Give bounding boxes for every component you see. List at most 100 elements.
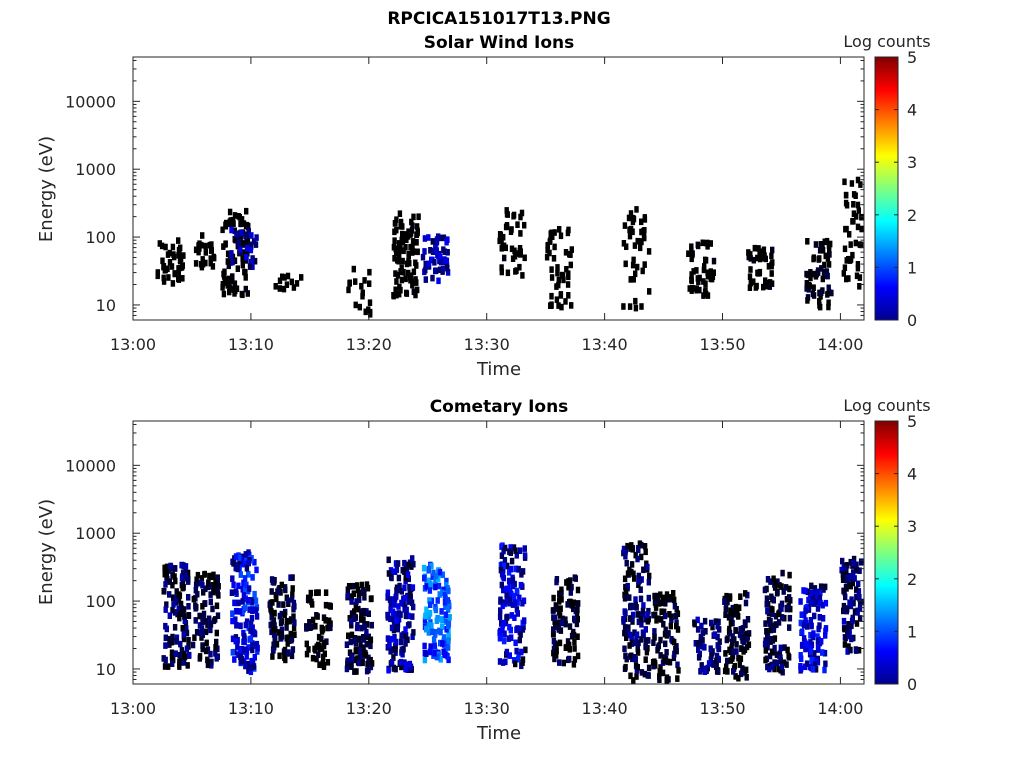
heatmap-cell (748, 255, 753, 262)
heatmap-cell (252, 630, 258, 638)
heatmap-cell (631, 276, 636, 283)
heatmap-cell (819, 289, 824, 296)
heatmap-cell (237, 554, 242, 562)
heatmap-cell (391, 243, 397, 251)
heatmap-cell (571, 628, 576, 636)
heatmap-cell (192, 634, 197, 641)
heatmap-cell (361, 607, 366, 615)
heatmap-cell (269, 613, 274, 621)
heatmap-cell (176, 597, 182, 604)
heatmap-cell (176, 605, 181, 613)
heatmap-cell (441, 246, 446, 253)
heatmap-cell (231, 216, 236, 224)
heatmap-cell (769, 648, 775, 656)
heatmap-cell (551, 645, 557, 653)
heatmap-cell (522, 617, 527, 624)
heatmap-cell (307, 619, 312, 626)
heatmap-cell (398, 286, 403, 294)
heatmap-cell (346, 632, 351, 640)
heatmap-cell (728, 619, 734, 627)
heatmap-cell (200, 603, 205, 610)
heatmap-cell (280, 273, 285, 281)
x-tick-label: 13:40 (582, 699, 628, 718)
heatmap-cell (433, 583, 438, 591)
heatmap-cell (398, 268, 403, 275)
heatmap-cell (634, 634, 639, 642)
heatmap-cell (764, 601, 769, 608)
heatmap-cell (806, 281, 812, 289)
heatmap-cell (422, 656, 428, 664)
heatmap-cell (646, 578, 651, 586)
heatmap-cell (765, 631, 771, 639)
heatmap-cell (520, 599, 525, 607)
heatmap-cell (423, 266, 428, 274)
heatmap-cell (842, 178, 847, 186)
heatmap-cell (716, 618, 721, 626)
heatmap-cell (234, 607, 239, 615)
heatmap-cell (396, 574, 402, 582)
heatmap-cell (385, 592, 390, 600)
heatmap-cell (442, 592, 448, 599)
heatmap-cell (499, 581, 504, 589)
heatmap-cell (177, 651, 182, 659)
colorbar-tick-label: 2 (907, 570, 917, 589)
heatmap-cell (278, 619, 284, 627)
heatmap-cell (703, 287, 708, 294)
heatmap-cell (854, 647, 859, 654)
heatmap-cell (242, 560, 248, 568)
heatmap-cell (273, 634, 278, 641)
heatmap-cell (171, 594, 176, 601)
heatmap-cell (430, 238, 435, 245)
heatmap-cell (348, 638, 353, 646)
heatmap-cell (549, 292, 554, 300)
heatmap-cell (272, 637, 277, 645)
heatmap-cell (444, 577, 449, 585)
heatmap-cell (636, 572, 641, 580)
heatmap-cell (627, 594, 632, 601)
heatmap-cell (408, 592, 413, 599)
heatmap-cell (623, 583, 628, 591)
heatmap-cell (642, 214, 647, 221)
heatmap-cell (299, 274, 304, 281)
heatmap-cell (363, 308, 368, 316)
heatmap-cell (180, 275, 185, 282)
heatmap-cell (203, 617, 208, 625)
heatmap-cell (844, 191, 849, 199)
heatmap-cell (386, 666, 391, 674)
heatmap-cell (638, 244, 643, 252)
heatmap-cell (701, 266, 707, 274)
heatmap-cell (404, 290, 410, 297)
heatmap-cell (215, 612, 221, 619)
heatmap-cell (176, 269, 181, 277)
heatmap-cell (167, 259, 173, 266)
heatmap-cell (645, 563, 650, 571)
heatmap-cell (200, 256, 205, 263)
heatmap-cell (406, 269, 411, 277)
heatmap-cell (239, 216, 245, 223)
heatmap-cell (270, 646, 276, 653)
heatmap-cell (282, 584, 288, 591)
heatmap-cell (433, 244, 438, 251)
heatmap-cell (771, 626, 777, 633)
heatmap-cell (632, 242, 638, 249)
heatmap-cell (856, 588, 862, 595)
heatmap-cell (244, 231, 250, 238)
heatmap-cell (171, 601, 176, 608)
heatmap-cell (362, 277, 367, 284)
heatmap-cell (819, 265, 824, 272)
heatmap-cell (254, 566, 259, 574)
heatmap-cell (847, 231, 852, 238)
heatmap-cell (184, 629, 190, 637)
heatmap-cell (246, 667, 251, 674)
heatmap-cell (845, 627, 850, 634)
heatmap-cell (850, 573, 855, 580)
heatmap-cell (855, 223, 861, 231)
heatmap-cell (711, 257, 717, 265)
heatmap-cell (441, 634, 447, 641)
heatmap-cell (545, 241, 550, 249)
heatmap-cell (254, 613, 260, 620)
heatmap-cell (282, 611, 287, 618)
heatmap-cell (820, 247, 826, 254)
colorbar-tick-label: 3 (907, 153, 917, 172)
heatmap-cell (668, 622, 673, 630)
